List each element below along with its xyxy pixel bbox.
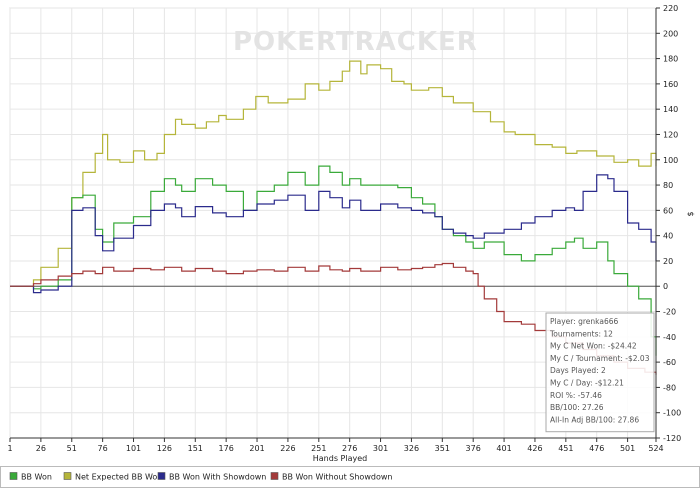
stat-line: BB/100: 27.26 [550,403,604,412]
y-tick-label: 100 [663,156,678,165]
stat-line: My C Net Won: -$24.42 [550,342,637,351]
x-tick-label: 76 [98,444,108,453]
x-tick-label: 501 [620,444,635,453]
x-tick-label: 151 [188,444,203,453]
x-tick-label: 101 [126,444,141,453]
x-tick-label: 126 [157,444,172,453]
y-tick-label: 0 [663,282,668,291]
y-tick-label: -40 [663,333,676,342]
y-tick-label: 180 [663,55,678,64]
x-tick-label: 351 [435,444,450,453]
stat-line: All-In Adj BB/100: 27.86 [550,415,639,424]
series-line-3 [10,174,657,294]
y-tick-label: 160 [663,80,678,89]
series-line-4 [10,262,657,375]
y-tick-label: 120 [663,130,678,139]
x-tick-label: 401 [496,444,511,453]
x-tick-label: 201 [249,444,264,453]
legend-label: BB Won With Showdown [169,473,266,482]
x-tick-label: 26 [36,444,46,453]
x-tick-label: 176 [219,444,234,453]
stat-line: Tournaments: 12 [549,329,613,338]
y-tick-label: 200 [663,29,678,38]
legend-label: Net Expected BB Won [75,473,162,482]
y-tick-label: 80 [663,181,673,190]
legend-swatch[interactable] [157,472,166,480]
legend-swatch[interactable] [270,472,279,480]
y-tick-label: 140 [663,105,678,114]
x-tick-label: 1 [7,444,12,453]
y-tick-label: -100 [663,409,681,418]
x-tick-label: 276 [342,444,357,453]
x-tick-label: 524 [648,444,663,453]
stat-line: Player: grenka666 [550,317,619,326]
y-tick-label: 40 [663,232,673,241]
x-tick-label: 451 [558,444,573,453]
x-tick-label: 376 [466,444,481,453]
legend-label: BB Won Without Showdown [282,473,392,482]
x-tick-label: 301 [373,444,388,453]
watermark: POKERTRACKER [233,27,478,57]
y-tick-label: -60 [663,358,676,367]
y-axis-title: $ [686,211,695,216]
stat-line: ROI %: -57.46 [550,391,602,400]
series-line-1 [10,60,657,287]
x-tick-label: 226 [280,444,295,453]
y-tick-label: -120 [663,434,681,443]
series-layer [10,60,657,375]
stat-line: Days Played: 2 [550,366,606,375]
y-tick-label: -80 [663,383,676,392]
x-tick-label: 51 [67,444,77,453]
stat-line: My C / Tournament: -$2.03 [550,354,650,363]
x-tick-label: 326 [404,444,419,453]
y-tick-label: 60 [663,206,673,215]
x-tick-label: 251 [311,444,326,453]
y-tick-label: -20 [663,308,676,317]
y-tick-label: 220 [663,4,678,13]
legend-label: BB Won [21,473,52,482]
y-tick-label: 20 [663,257,673,266]
axes: 1 26 51 76 101 126 151 176 201 226 251 276 301 326 351… [7,4,681,453]
stat-line: My C / Day: -$12.21 [550,379,624,388]
x-tick-label: 476 [589,444,604,453]
stats-box-frame [545,312,655,433]
series-line-2 [10,165,657,356]
legend: BB Won Net Expected BB Won BB Won With Sho… [0,466,700,488]
legend-swatch[interactable] [9,472,18,480]
stats-box: Player: grenka666 Tournaments: 12 My C Net… [545,312,655,433]
x-axis-title: Hands Played [313,454,367,463]
legend-swatch[interactable] [63,472,72,480]
x-tick-label: 426 [527,444,542,453]
